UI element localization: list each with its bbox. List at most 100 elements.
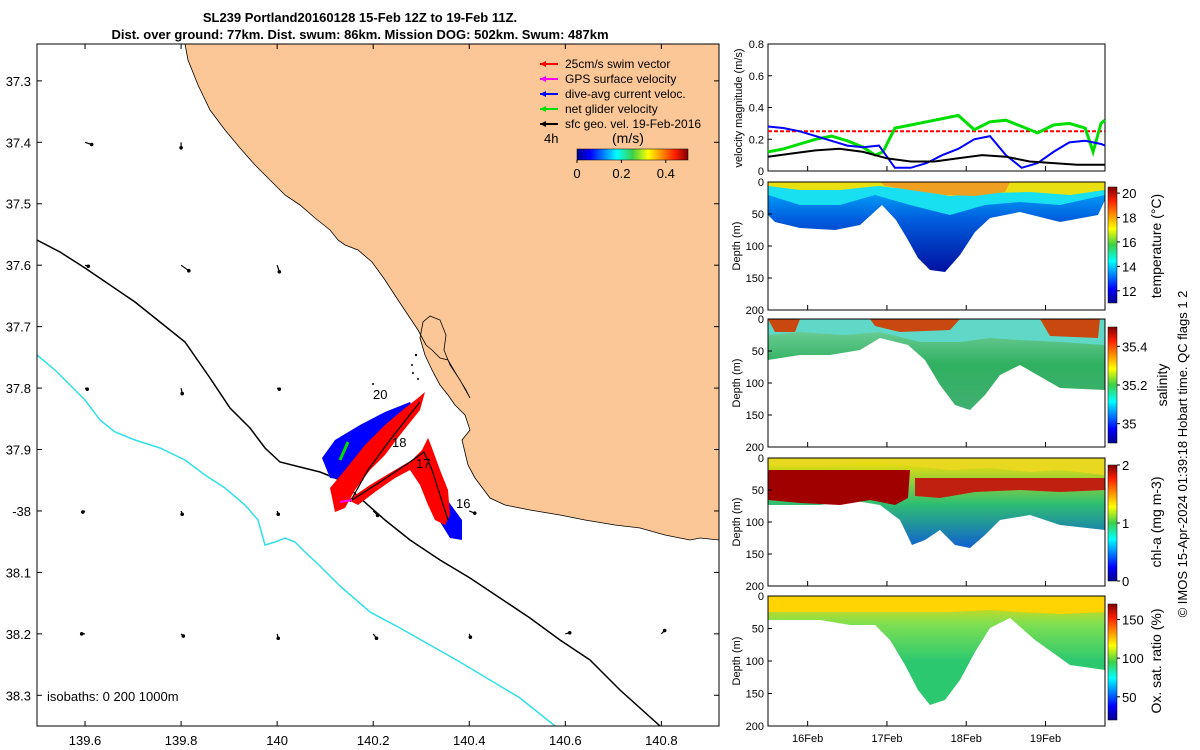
- legend-arrowhead: [540, 106, 546, 112]
- geo-vector-head: [468, 635, 473, 639]
- temperature-colorbar: [1107, 186, 1118, 304]
- map-xtick-label: 139.6: [69, 733, 102, 748]
- colorbar-tick-label: 0.4: [657, 166, 675, 181]
- depth-tick-label: 100: [746, 241, 764, 253]
- colorbar-tick-label: 14: [1122, 259, 1136, 274]
- geo-vector-head: [186, 268, 191, 273]
- geo-vector-head: [374, 636, 379, 641]
- chla-clabel: chl-a (mg m-3): [1148, 476, 1164, 567]
- temperature-clabel: temperature (°C): [1148, 194, 1164, 298]
- salinity-panel: 0 50 100 150 200 35 35.2 35.4 Depth (m) salinit…: [731, 314, 1170, 454]
- time-step-label: 4h: [544, 131, 558, 146]
- oxygen-colorbar: [1107, 603, 1118, 721]
- geo-vector-head: [181, 634, 186, 638]
- velocity-ytick-label: 0.8: [749, 39, 764, 51]
- map-panel: 139.6 139.8 140 140.2 140.4 140.6 140.8 37.3 37.…: [6, 43, 720, 748]
- velocity-series-line: [767, 147, 1105, 166]
- legend-arrowhead: [540, 61, 546, 67]
- legend-label: 25cm/s swim vector: [565, 57, 670, 71]
- map-xtick-label: 140.4: [453, 733, 486, 748]
- glider-track: [349, 401, 449, 521]
- land-mass: [184, 44, 719, 541]
- time-axis: 16Feb 17Feb 18Feb 19Feb: [792, 166, 1061, 745]
- depth-tick-label: 150: [746, 273, 764, 285]
- speed-colorbar: [576, 148, 689, 161]
- geo-vector-head: [180, 391, 184, 396]
- title-line-1: SL239 Portland20160128 15-Feb 12Z to 19-…: [202, 10, 518, 25]
- geo-vector-head: [180, 512, 184, 517]
- geostrophic-vectors: [79, 141, 667, 641]
- map-ytick-label: 38.1: [6, 565, 31, 580]
- legend-label: GPS surface velocity: [565, 72, 676, 86]
- day-label-20: 20: [373, 387, 387, 402]
- colorbar-tick-label: 16: [1122, 235, 1136, 250]
- geo-vector-head: [277, 269, 282, 274]
- map-xtick-label: 139.8: [165, 733, 198, 748]
- temperature-ylabel: Depth (m): [731, 222, 743, 271]
- isobath-200: [37, 239, 661, 726]
- oxygen-clabel: Ox. sat. ratio (%): [1148, 608, 1164, 713]
- velocity-series-line: [767, 113, 1106, 158]
- velocity-ytick-label: 0: [758, 166, 764, 178]
- geo-vector-head: [79, 632, 84, 636]
- colorbar-tick-label: 35.2: [1122, 378, 1147, 393]
- depth-tick-label: 100: [746, 378, 764, 390]
- legend-label: dive-avg current veloc.: [565, 87, 686, 101]
- colorbar-tick-label: 1: [1122, 516, 1129, 531]
- depth-tick-label: 50: [752, 209, 764, 221]
- temperature-panel: 0 50 100 150 200 12 14 16 18 20 Depth (m) tempera…: [731, 177, 1164, 317]
- geo-vector-head: [179, 146, 183, 150]
- depth-tick-label: 200: [746, 581, 764, 593]
- day-label-16: 16: [456, 496, 470, 511]
- geo-vector-head: [276, 512, 281, 517]
- geo-vector-head: [81, 510, 85, 514]
- geo-vector-head: [276, 636, 281, 641]
- colorbar-tick-label: 150: [1122, 612, 1144, 627]
- net-velocity-arrow: [338, 441, 350, 461]
- legend-label: sfc geo. vel. 19-Feb-2016: [565, 117, 701, 131]
- geo-vector-head: [375, 513, 380, 518]
- map-ytick-label: 37.6: [6, 258, 31, 273]
- depth-tick-label: 50: [752, 346, 764, 358]
- map-xtick-label: 140: [266, 733, 288, 748]
- credit-label: © IMOS 15-Apr-2024 01:39:18 Hobart time.…: [1175, 291, 1190, 618]
- geo-vector-head: [89, 142, 94, 147]
- colorbar-tick-label: 35: [1122, 417, 1136, 432]
- colorbar-tick-label: 0: [573, 166, 580, 181]
- colorbar-tick-label: 0.2: [612, 166, 630, 181]
- velocity-series-line: [767, 125, 1106, 169]
- depth-tick-label: 200: [746, 721, 764, 733]
- depth-tick-label: 150: [746, 410, 764, 422]
- depth-tick-label: 200: [746, 442, 764, 454]
- depth-tick-label: 0: [758, 591, 764, 603]
- velocity-ytick-label: 0.6: [749, 71, 764, 83]
- salinity-colorbar: [1107, 326, 1118, 444]
- legend-label: net glider velocity: [565, 102, 658, 116]
- swim-vector-swath: [330, 392, 450, 525]
- geo-vector-head: [662, 628, 667, 633]
- chla-ylabel: Depth (m): [731, 498, 743, 547]
- map-xtick-label: 140.2: [357, 733, 390, 748]
- velocity-ylabel: velocity magnitude (m/s): [733, 48, 745, 167]
- salinity-ylabel: Depth (m): [731, 359, 743, 408]
- map-ytick-label: 38.2: [6, 627, 31, 642]
- map-ytick-label: 37.3: [6, 74, 31, 89]
- day-label-18: 18: [392, 435, 406, 450]
- legend-arrowhead: [540, 121, 546, 127]
- gps-velocity-arrow: [339, 499, 353, 503]
- map-ytick-label: 37.5: [6, 197, 31, 212]
- isobath-1000: [37, 354, 556, 726]
- velocity-panel: 0 0.2 0.4 0.6 0.8 velocity magnitude (m/s): [733, 39, 1106, 178]
- colorbar-tick-label: 20: [1122, 186, 1136, 201]
- time-tick-label: 19Feb: [1030, 733, 1061, 745]
- map-ytick-label: -38: [12, 504, 31, 519]
- colorbar-tick-label: 100: [1122, 651, 1144, 666]
- current-vector-swath: [322, 402, 462, 540]
- depth-tick-label: 0: [758, 314, 764, 326]
- legend-arrowhead: [540, 76, 546, 82]
- oxygen-ylabel: Depth (m): [731, 637, 743, 686]
- depth-tick-label: 100: [746, 656, 764, 668]
- depth-tick-label: 100: [746, 517, 764, 529]
